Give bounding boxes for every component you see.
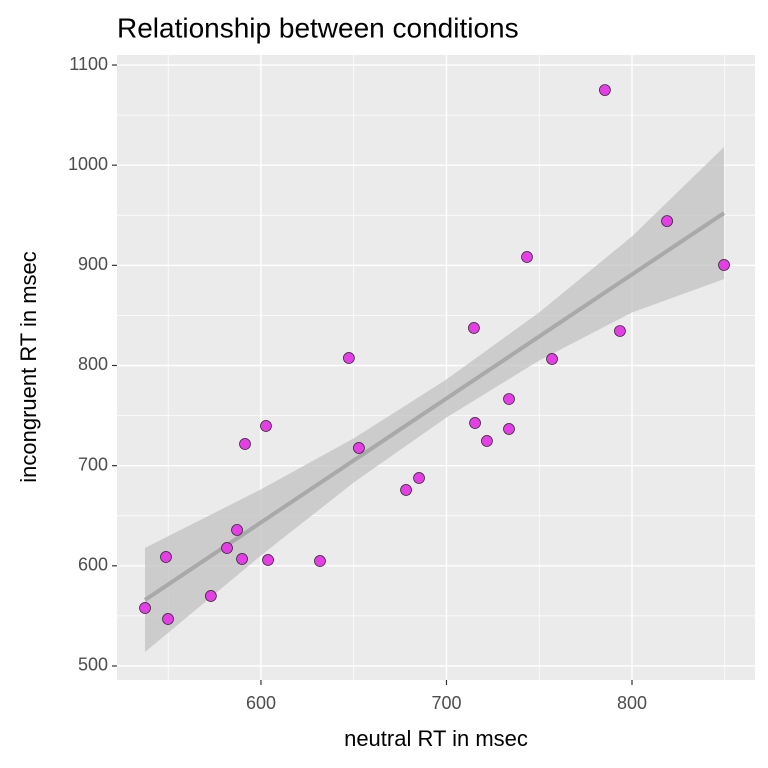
x-tick-label: 800: [617, 693, 647, 713]
point: [160, 551, 172, 563]
y-tick-label: 600: [78, 555, 108, 575]
point: [139, 602, 151, 614]
point: [546, 353, 558, 365]
point: [239, 438, 251, 450]
y-tick-label: 800: [78, 354, 108, 374]
chart-title: Relationship between conditions: [117, 12, 519, 43]
point: [469, 417, 481, 429]
y-tick-label: 500: [78, 655, 108, 675]
point: [353, 442, 365, 454]
point: [503, 423, 515, 435]
point: [314, 555, 326, 567]
y-axis-title: incongruent RT in msec: [16, 251, 41, 483]
point: [503, 393, 515, 405]
y-tick-label: 1100: [69, 54, 108, 74]
point: [221, 542, 233, 554]
point: [468, 322, 480, 334]
regression-line: [143, 211, 726, 602]
point: [481, 435, 493, 447]
point: [260, 420, 272, 432]
point: [599, 84, 611, 96]
x-axis-title: neutral RT in msec: [344, 726, 528, 751]
x-tick-label: 600: [246, 693, 276, 713]
point: [400, 484, 412, 496]
point: [413, 472, 425, 484]
y-tick-label: 700: [78, 454, 108, 474]
point: [343, 352, 355, 364]
point: [231, 524, 243, 536]
confidence-band: [145, 146, 725, 653]
marks: [139, 84, 730, 653]
y-tick-label: 1000: [68, 154, 108, 174]
point: [661, 215, 673, 227]
point: [614, 325, 626, 337]
point: [205, 590, 217, 602]
point: [162, 613, 174, 625]
x-tick-label: 700: [431, 693, 461, 713]
point: [262, 554, 274, 566]
y-tick-label: 900: [78, 254, 108, 274]
point: [236, 553, 248, 565]
grid: [117, 55, 755, 680]
point: [521, 251, 533, 263]
point: [718, 259, 730, 271]
